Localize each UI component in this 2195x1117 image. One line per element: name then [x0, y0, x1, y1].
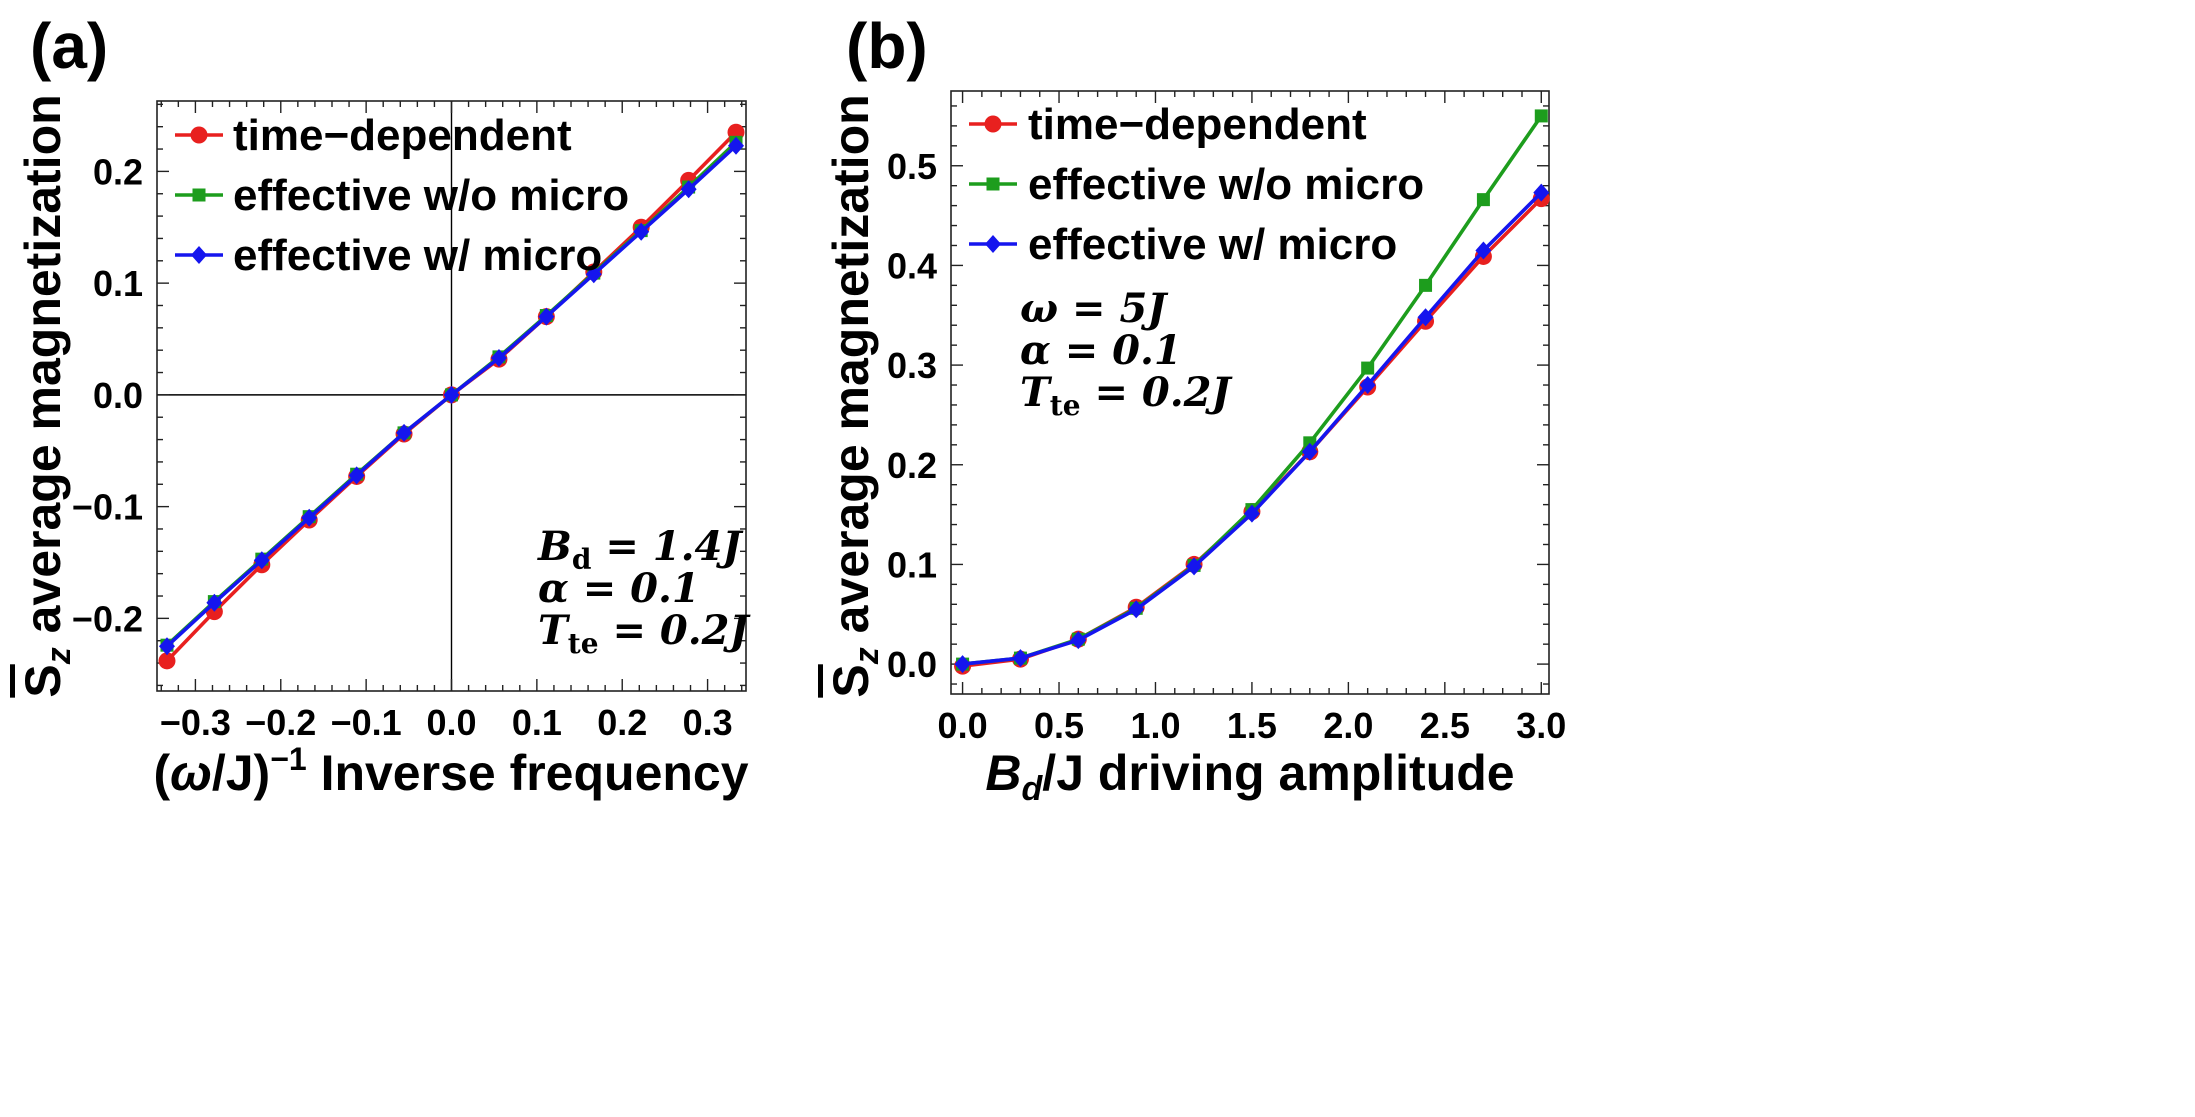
- legend-label: effective w/o micro: [1028, 160, 1424, 209]
- data-point-circle: [158, 652, 176, 670]
- data-point-diamond: [443, 385, 460, 404]
- data-point-diamond: [1128, 600, 1145, 619]
- y-tick-label: 0.2: [93, 151, 143, 192]
- x-axis-title: (ω/J)−1 Inverse frequency: [153, 741, 748, 801]
- data-point-diamond: [348, 466, 365, 485]
- x-tick-label: 0.0: [938, 705, 988, 746]
- x-tick-label: 1.0: [1130, 705, 1180, 746]
- data-point-diamond: [728, 136, 745, 155]
- data-point-diamond: [206, 593, 223, 612]
- panel-label: (a): [30, 10, 108, 82]
- data-point-diamond: [1417, 308, 1434, 327]
- data-point-diamond: [1359, 376, 1376, 395]
- data-point-diamond: [1243, 504, 1260, 523]
- data-point-diamond: [954, 655, 971, 674]
- data-point-diamond: [1475, 241, 1492, 260]
- legend-marker: [191, 246, 207, 264]
- chart-panel-a: (a) −0.3 −0.2 −0.1 0.0 0.1 0.2 0.3 −0.2 −0.1 0.0 0.…: [15, 10, 751, 801]
- legend-label: effective w/ micro: [233, 231, 602, 280]
- y-tick-label: 0.1: [887, 544, 937, 585]
- data-point-diamond: [253, 551, 270, 570]
- parameter-annotation: Bd = 1.4J: [537, 523, 744, 576]
- legend-marker: [192, 188, 206, 202]
- parameter-annotation: α = 0.1: [1020, 327, 1182, 374]
- x-tick-label: 0.0: [426, 702, 476, 743]
- parameter-annotation: Tte = 0.2J: [538, 607, 751, 660]
- data-point-diamond: [396, 423, 413, 442]
- y-tick-label: 0.1: [93, 263, 143, 304]
- x-tick-label: 0.3: [683, 702, 733, 743]
- panel-label: (b): [846, 10, 928, 82]
- y-tick-label: 0.5: [887, 146, 937, 187]
- data-point-diamond: [1012, 649, 1029, 668]
- legend-label: effective w/o micro: [233, 171, 629, 220]
- x-tick-label: 1.5: [1227, 705, 1277, 746]
- y-tick-label: −0.1: [72, 487, 143, 528]
- data-point-diamond: [1301, 442, 1318, 461]
- data-point-diamond: [1533, 183, 1550, 202]
- plot-frame: [950, 90, 1550, 695]
- data-point-square: [1419, 278, 1433, 292]
- parameter-annotation: ω = 5J: [1020, 285, 1169, 332]
- data-point-square: [1361, 361, 1375, 375]
- x-tick-label: 2.5: [1420, 705, 1470, 746]
- chart-panel-b: (b) 0.0 0.5 1.0 1.5 2.0 2.5 3.0 0.0 0.1 0.2 0.3 0.4 0…: [823, 10, 1566, 808]
- data-point-diamond: [585, 265, 602, 284]
- data-point-diamond: [680, 180, 697, 199]
- legend-label: time−dependent: [1028, 100, 1367, 149]
- data-point-diamond: [633, 222, 650, 241]
- parameter-annotation: Tte = 0.2J: [1020, 369, 1233, 422]
- y-tick-label: 0.0: [93, 375, 143, 416]
- y-axis-title: Sz average magnetization: [15, 94, 78, 697]
- y-tick-label: 0.2: [887, 445, 937, 486]
- data-point-diamond: [1070, 631, 1087, 650]
- y-tick-label: −0.2: [72, 598, 143, 639]
- y-tick-label: 0.3: [887, 345, 937, 386]
- x-tick-label: −0.2: [245, 702, 316, 743]
- x-tick-label: −0.3: [160, 702, 231, 743]
- legend-label: time−dependent: [233, 111, 572, 160]
- data-point-diamond: [158, 637, 175, 656]
- data-point-diamond: [301, 508, 318, 527]
- x-tick-label: 0.5: [1034, 705, 1084, 746]
- data-point-diamond: [1186, 557, 1203, 576]
- legend-marker: [985, 235, 1001, 253]
- data-point-diamond: [538, 307, 555, 326]
- x-tick-label: 2.0: [1323, 705, 1373, 746]
- y-axis-title: Sz average magnetization: [823, 94, 886, 697]
- legend-marker: [984, 115, 1002, 133]
- x-axis-title: Bd/J driving amplitude: [985, 745, 1514, 808]
- y-axis-title-group: Sz average magnetization: [15, 94, 78, 697]
- x-tick-label: 0.2: [597, 702, 647, 743]
- legend-marker: [190, 126, 208, 144]
- x-tick-label: 3.0: [1516, 705, 1566, 746]
- y-axis-title-group: Sz average magnetization: [823, 94, 886, 697]
- x-tick-label: −0.1: [331, 702, 402, 743]
- legend-label: effective w/ micro: [1028, 220, 1397, 269]
- legend-marker: [986, 177, 1000, 191]
- parameter-annotation: α = 0.1: [538, 565, 700, 612]
- data-point-diamond: [490, 349, 507, 368]
- data-point-square: [1534, 109, 1548, 123]
- data-point-square: [1476, 193, 1490, 207]
- y-tick-label: 0.0: [887, 644, 937, 685]
- x-tick-label: 0.1: [512, 702, 562, 743]
- y-tick-label: 0.4: [887, 245, 937, 286]
